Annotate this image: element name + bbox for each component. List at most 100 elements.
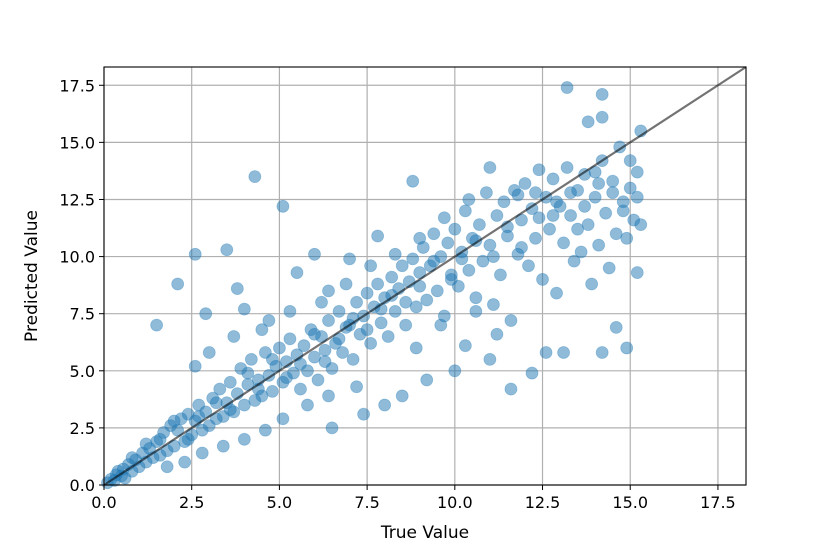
scatter-point — [308, 350, 321, 364]
x-axis-ticks: 0.0 2.5 5.0 7.5 10.0 12.5 15.0 17.5 — [91, 485, 736, 512]
scatter-point — [444, 268, 458, 282]
scatter-point — [297, 339, 311, 353]
scatter-point — [325, 421, 339, 435]
scatter-point — [609, 227, 623, 241]
scatter-point — [150, 318, 164, 332]
scatter-point — [125, 451, 139, 464]
scatter-point — [409, 300, 423, 314]
scatter-point — [525, 366, 539, 380]
x-tick-label: 7.5 — [354, 493, 379, 512]
scatter-point — [602, 261, 616, 275]
scatter-point — [276, 199, 290, 213]
scatter-point — [322, 284, 335, 298]
scatter-point — [616, 204, 630, 218]
scatter-point — [241, 366, 255, 380]
scatter-point — [560, 81, 574, 94]
scatter-point — [462, 193, 476, 206]
scatter-point — [448, 364, 462, 378]
scatter-point — [339, 277, 353, 291]
scatter-point — [395, 259, 409, 273]
scatter-point — [490, 209, 504, 222]
y-tick-label: 15.0 — [59, 133, 95, 152]
scatter-point — [458, 339, 472, 353]
scatter-point — [567, 254, 581, 268]
scatter-point — [283, 332, 297, 346]
scatter-point — [188, 359, 202, 373]
scatter-point — [237, 398, 251, 412]
scatter-point — [623, 154, 637, 168]
scatter-point — [273, 341, 286, 355]
reference-line — [103, 66, 747, 486]
scatter-point — [557, 346, 570, 359]
scatter-point — [213, 382, 227, 396]
scatter-point — [280, 371, 293, 385]
scatter-point — [388, 247, 402, 261]
scatter-point — [283, 305, 297, 318]
scatter-point — [476, 254, 490, 268]
scatter-point — [581, 218, 595, 232]
scatter-point — [585, 277, 599, 291]
scatter-point — [609, 320, 623, 334]
scatter-point — [336, 346, 349, 359]
y-tick-label: 2.5 — [70, 419, 95, 438]
scatter-point — [385, 270, 399, 284]
scatter-point — [599, 206, 613, 220]
scatter-point — [318, 355, 332, 369]
scatter-point — [220, 243, 234, 257]
scatter-point — [581, 115, 595, 129]
scatter-point — [160, 460, 174, 474]
scatter-point — [487, 298, 500, 311]
scatter-point — [413, 231, 427, 245]
scatter-point — [550, 195, 563, 209]
scatter-point — [430, 284, 444, 298]
scatter-point — [227, 330, 241, 343]
scatter-point — [357, 407, 371, 421]
scatter-point — [399, 295, 413, 309]
scatter-point — [595, 346, 609, 359]
scatter-point — [406, 174, 420, 188]
scatter-point — [244, 352, 258, 366]
scatter-point — [564, 186, 577, 200]
scatter-point — [265, 352, 279, 366]
scatter-point — [634, 218, 648, 232]
scatter-point — [258, 423, 272, 437]
scatter-point — [490, 327, 504, 341]
scatter-point — [529, 186, 542, 200]
scatter-point — [223, 375, 237, 389]
scatter-point — [434, 318, 448, 332]
scatter-point — [178, 455, 192, 469]
scatter-point — [237, 432, 251, 446]
scatter-point — [420, 373, 434, 387]
scatter-point — [181, 432, 195, 446]
y-tick-label: 5.0 — [70, 362, 95, 381]
scatter-point — [630, 266, 644, 279]
scatter-point — [451, 279, 465, 293]
scatter-point — [343, 252, 356, 266]
y-tick-label: 10.0 — [59, 248, 95, 267]
scatter-point — [557, 236, 570, 250]
scatter-point — [388, 305, 402, 318]
x-tick-label: 5.0 — [267, 493, 292, 512]
scatter-point — [588, 190, 602, 204]
scatter-point — [209, 396, 223, 410]
scatter-point — [427, 254, 441, 268]
scatter-point — [371, 229, 385, 243]
scatter-point — [427, 227, 441, 241]
scatter-point — [543, 222, 556, 236]
scatter-point — [332, 305, 346, 318]
scatter-point — [437, 211, 451, 225]
scatter-point — [469, 305, 483, 318]
scatter-point — [606, 186, 620, 200]
scatter-point — [472, 218, 486, 232]
scatter-point — [479, 186, 493, 200]
scatter-point — [395, 389, 409, 403]
scatter-point — [315, 295, 328, 309]
scatter-point — [448, 222, 462, 236]
scatter-point — [630, 165, 644, 179]
scatter-point — [515, 241, 528, 254]
scatter-point — [522, 259, 535, 273]
x-tick-label: 0.0 — [91, 493, 116, 512]
scatter-point — [564, 209, 577, 222]
scatter-point — [374, 316, 388, 330]
scatter-point — [532, 211, 546, 225]
